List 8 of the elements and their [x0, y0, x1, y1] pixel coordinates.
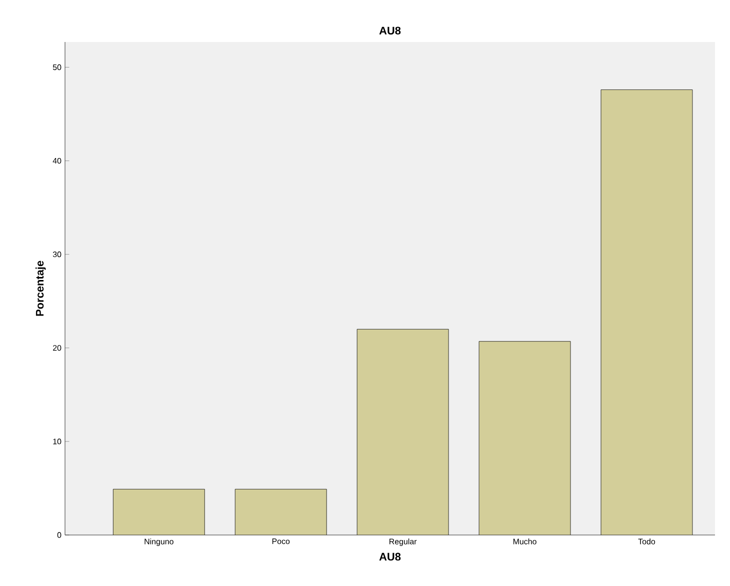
- bar: [235, 489, 327, 535]
- y-axis-title: Porcentaje: [36, 260, 46, 316]
- x-axis-title: AU8: [379, 552, 401, 561]
- bar: [479, 341, 570, 535]
- bar: [357, 329, 449, 535]
- bar: [113, 489, 205, 535]
- chart-title: AU8: [379, 26, 401, 34]
- bar: [600, 90, 693, 535]
